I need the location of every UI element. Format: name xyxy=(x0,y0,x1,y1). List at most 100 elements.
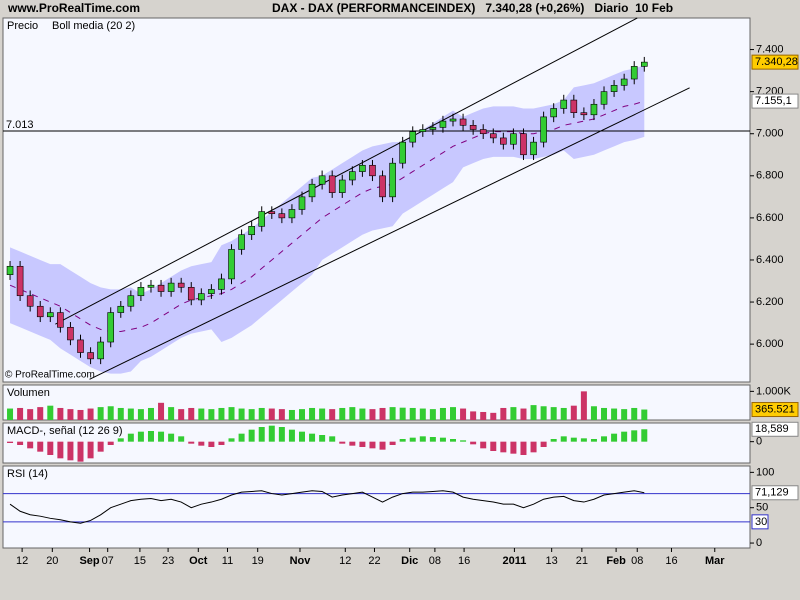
volume-bar xyxy=(77,409,84,420)
x-tick-label: 23 xyxy=(162,555,174,567)
y-tick-label: 7.400 xyxy=(756,43,784,55)
candle-body xyxy=(117,305,125,313)
macd-bar xyxy=(188,441,195,444)
candle-body xyxy=(570,99,578,113)
macd-bar xyxy=(298,431,305,442)
macd-bar xyxy=(349,441,356,446)
volume-bar xyxy=(560,407,567,420)
volume-bar xyxy=(590,406,597,420)
volume-bar xyxy=(117,407,124,420)
macd-bar xyxy=(238,433,245,442)
volume-bar xyxy=(278,409,285,420)
candle-body xyxy=(419,129,427,132)
volume-bar xyxy=(500,407,507,420)
volume-bar xyxy=(570,405,577,420)
macd-bar xyxy=(590,439,597,442)
candle-body xyxy=(157,284,165,292)
macd-bar xyxy=(601,436,608,442)
volume-bar xyxy=(540,406,547,420)
x-tick-label: Mar xyxy=(705,555,725,567)
volume-bar xyxy=(268,408,275,420)
x-tick-label: 21 xyxy=(576,555,588,567)
x-tick-label: Nov xyxy=(290,555,312,567)
x-tick-label: 12 xyxy=(16,555,28,567)
candle-body xyxy=(600,91,608,105)
volume-bar xyxy=(258,407,265,420)
candle-body xyxy=(308,183,316,198)
macd-bar xyxy=(319,435,326,442)
candle-body xyxy=(349,171,356,181)
macd-bar xyxy=(460,440,467,442)
candle-body xyxy=(77,339,84,353)
volume-bar xyxy=(470,411,477,420)
candle-body xyxy=(36,305,44,318)
volume-bar xyxy=(450,407,457,420)
volume-bar xyxy=(520,408,527,420)
trend-line xyxy=(89,87,690,380)
last-value-label: 7.155,1 xyxy=(755,95,792,107)
candle-body xyxy=(228,249,235,280)
volume-bar xyxy=(238,408,245,420)
macd-bar xyxy=(47,441,54,455)
y-tick-label: 0 xyxy=(756,537,762,549)
volume-bar xyxy=(580,391,587,420)
volume-bar xyxy=(288,409,295,420)
candle-body xyxy=(489,133,497,139)
macd-bar xyxy=(540,441,547,447)
site: www.ProRealTime.com xyxy=(7,1,140,15)
plot-layer: 6.0006.2006.4006.6006.8007.0007.2007.400… xyxy=(3,17,799,567)
candle-body xyxy=(530,141,537,156)
candle-body xyxy=(510,133,517,145)
candle-body xyxy=(218,278,225,290)
y-tick-label: 6.000 xyxy=(756,338,784,350)
candle-body xyxy=(268,211,276,214)
macd-bar xyxy=(500,441,507,453)
candle-body xyxy=(187,287,195,301)
volume-bar xyxy=(419,408,426,420)
x-tick-label: 07 xyxy=(102,555,114,567)
volume-bar xyxy=(369,409,376,420)
candle-body xyxy=(409,131,417,143)
candle-body xyxy=(429,127,437,130)
candle-body xyxy=(137,287,145,297)
candle-body xyxy=(520,133,527,156)
macd-bar xyxy=(470,441,477,445)
macd-bar xyxy=(278,427,285,442)
candle-body xyxy=(248,226,255,236)
candle-body xyxy=(208,289,215,294)
macd-bar xyxy=(218,441,225,445)
macd-bar xyxy=(288,429,295,442)
candle-body xyxy=(288,209,296,219)
macd-bar xyxy=(450,439,457,442)
volume-bar xyxy=(218,407,225,420)
last-value-box xyxy=(751,485,799,501)
candle-body xyxy=(580,112,588,116)
last-value-label: 18,589 xyxy=(755,423,789,435)
candle-body xyxy=(127,295,135,307)
candle-body xyxy=(328,175,336,193)
volume-bar xyxy=(147,407,154,420)
last-value-label: 7.340,28 xyxy=(755,56,798,68)
level-label: 30 xyxy=(755,516,767,528)
candle-body xyxy=(87,352,94,360)
macd-bar xyxy=(309,433,316,442)
candle-body xyxy=(479,129,487,135)
rsi-panel xyxy=(2,465,751,549)
macd-bar xyxy=(611,433,618,442)
candle-body xyxy=(238,234,245,250)
volume-bar xyxy=(97,407,104,420)
volume-bar xyxy=(439,407,446,420)
volume-bar xyxy=(389,407,396,420)
candle-body xyxy=(640,61,648,67)
macd-bar xyxy=(510,441,517,454)
volume-bar xyxy=(621,409,628,420)
volume-bar xyxy=(178,409,185,420)
y-tick-label: 6.200 xyxy=(756,296,784,308)
macd-bar xyxy=(198,441,205,446)
candle-body xyxy=(67,326,74,341)
y-tick-label: 1.000K xyxy=(756,385,792,397)
macd-bar xyxy=(147,431,154,442)
volume-bar xyxy=(168,407,175,420)
